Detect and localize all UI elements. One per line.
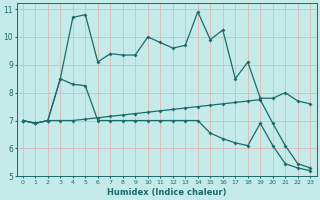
X-axis label: Humidex (Indice chaleur): Humidex (Indice chaleur) [107, 188, 226, 197]
